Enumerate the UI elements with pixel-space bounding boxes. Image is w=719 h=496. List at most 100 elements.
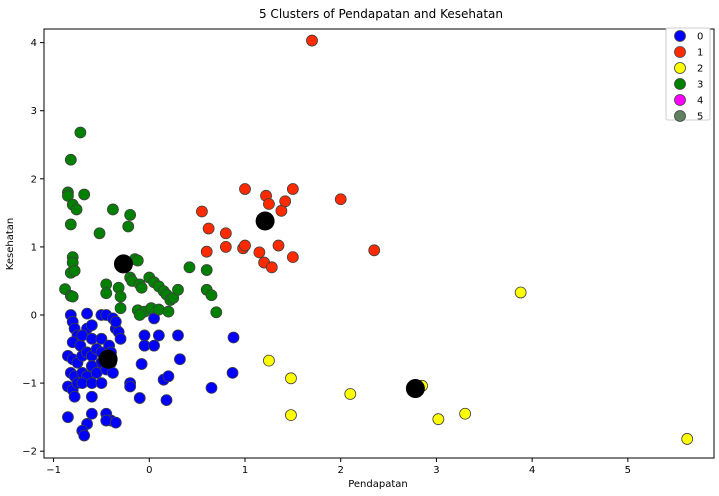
y-tick-label: 1 — [31, 242, 37, 253]
data-point-cluster-0 — [85, 407, 98, 420]
data-point-cluster-0 — [135, 358, 148, 370]
centroid-marker — [405, 379, 425, 399]
data-point-cluster-3 — [100, 287, 113, 300]
data-point-cluster-1 — [239, 239, 251, 252]
data-point-cluster-0 — [114, 332, 127, 345]
x-tick-label: 4 — [529, 465, 535, 476]
data-point-cluster-0 — [148, 339, 160, 352]
data-point-cluster-3 — [131, 254, 144, 267]
data-point-cluster-3 — [78, 188, 91, 201]
data-point-cluster-1 — [219, 227, 232, 240]
data-point-cluster-3 — [133, 309, 146, 321]
y-tick-label: 4 — [31, 38, 37, 49]
data-point-cluster-0 — [138, 329, 151, 342]
data-point-cluster-2 — [432, 413, 445, 426]
data-point-cluster-0 — [68, 390, 81, 403]
data-point-cluster-3 — [66, 290, 79, 303]
data-point-cluster-1 — [202, 222, 215, 235]
data-point-cluster-1 — [265, 261, 278, 274]
data-point-cluster-3 — [74, 126, 87, 139]
y-tick-label: 2 — [31, 174, 37, 185]
y-tick-label: −2 — [22, 447, 37, 458]
data-point-cluster-3 — [183, 261, 196, 274]
data-point-cluster-3 — [70, 203, 83, 216]
data-point-cluster-1 — [368, 244, 381, 257]
data-point-cluster-0 — [100, 414, 113, 427]
data-point-cluster-3 — [205, 289, 218, 302]
data-point-cluster-0 — [133, 392, 146, 404]
legend-box — [665, 27, 711, 121]
data-point-cluster-0 — [81, 307, 93, 320]
x-tick-label: 1 — [242, 465, 248, 476]
data-points — [59, 34, 694, 445]
data-point-cluster-3 — [162, 305, 175, 318]
legend-marker-0 — [674, 30, 686, 42]
data-point-cluster-0 — [205, 381, 218, 394]
data-point-cluster-1 — [253, 246, 266, 259]
data-point-cluster-0 — [107, 366, 119, 379]
data-point-cluster-0 — [85, 390, 98, 403]
y-tick-label: −1 — [22, 379, 37, 390]
x-tick-label: 2 — [338, 465, 344, 476]
legend-marker-1 — [674, 46, 686, 58]
legend-marker-4 — [674, 94, 686, 106]
legend-label-3: 3 — [697, 80, 703, 91]
centroid-marker — [98, 349, 118, 369]
data-point-cluster-3 — [122, 220, 135, 233]
legend-marker-2 — [674, 62, 686, 74]
data-point-cluster-2 — [344, 388, 357, 400]
data-point-cluster-1 — [306, 34, 318, 47]
data-point-cluster-1 — [196, 205, 208, 218]
legend-marker-3 — [674, 78, 686, 90]
data-point-cluster-3 — [64, 153, 77, 166]
data-point-cluster-3 — [200, 264, 213, 276]
data-point-cluster-1 — [272, 239, 285, 252]
x-tick-label: −1 — [46, 465, 61, 476]
cluster-centroids — [98, 211, 425, 399]
data-point-cluster-2 — [263, 354, 275, 367]
data-point-cluster-3 — [114, 302, 127, 315]
data-point-cluster-3 — [172, 283, 184, 296]
data-point-cluster-3 — [124, 208, 137, 221]
data-point-cluster-1 — [286, 183, 299, 195]
data-point-cluster-3 — [114, 290, 127, 303]
y-tick-label: 0 — [31, 311, 37, 322]
data-point-cluster-3 — [152, 303, 165, 316]
data-point-cluster-1 — [239, 183, 251, 195]
x-tick-label: 5 — [625, 465, 631, 476]
legend-label-1: 1 — [697, 48, 703, 59]
data-point-cluster-0 — [109, 416, 122, 429]
legend-marker-5 — [674, 110, 686, 122]
y-axis: −2 −1 0 1 2 3 4 — [22, 38, 44, 458]
y-tick-label: 3 — [31, 106, 37, 117]
data-point-cluster-0 — [174, 353, 186, 366]
plot-area — [43, 28, 715, 459]
data-point-cluster-2 — [681, 433, 694, 445]
data-point-cluster-0 — [160, 394, 173, 407]
data-point-cluster-1 — [279, 195, 292, 208]
data-point-cluster-0 — [124, 380, 137, 393]
legend: 0 1 2 3 4 5 — [665, 27, 711, 123]
data-point-cluster-1 — [286, 251, 299, 264]
centroid-marker — [255, 211, 275, 231]
data-point-cluster-3 — [93, 227, 106, 240]
data-point-cluster-0 — [109, 315, 122, 328]
legend-label-2: 2 — [697, 64, 703, 75]
data-point-cluster-3 — [107, 203, 119, 216]
data-point-cluster-0 — [227, 331, 240, 344]
data-point-cluster-1 — [200, 245, 213, 258]
legend-label-4: 4 — [697, 96, 703, 107]
data-point-cluster-1 — [334, 193, 347, 206]
data-point-cluster-0 — [162, 370, 175, 383]
data-point-cluster-0 — [95, 332, 108, 345]
data-point-cluster-2 — [285, 372, 297, 385]
data-point-cluster-1 — [219, 241, 232, 253]
x-tick-label: 3 — [433, 465, 439, 476]
data-point-cluster-0 — [152, 329, 165, 342]
data-point-cluster-0 — [95, 377, 108, 389]
data-point-cluster-2 — [285, 409, 297, 422]
data-point-cluster-2 — [514, 286, 527, 299]
data-point-cluster-0 — [226, 366, 239, 379]
data-point-cluster-3 — [64, 218, 77, 231]
